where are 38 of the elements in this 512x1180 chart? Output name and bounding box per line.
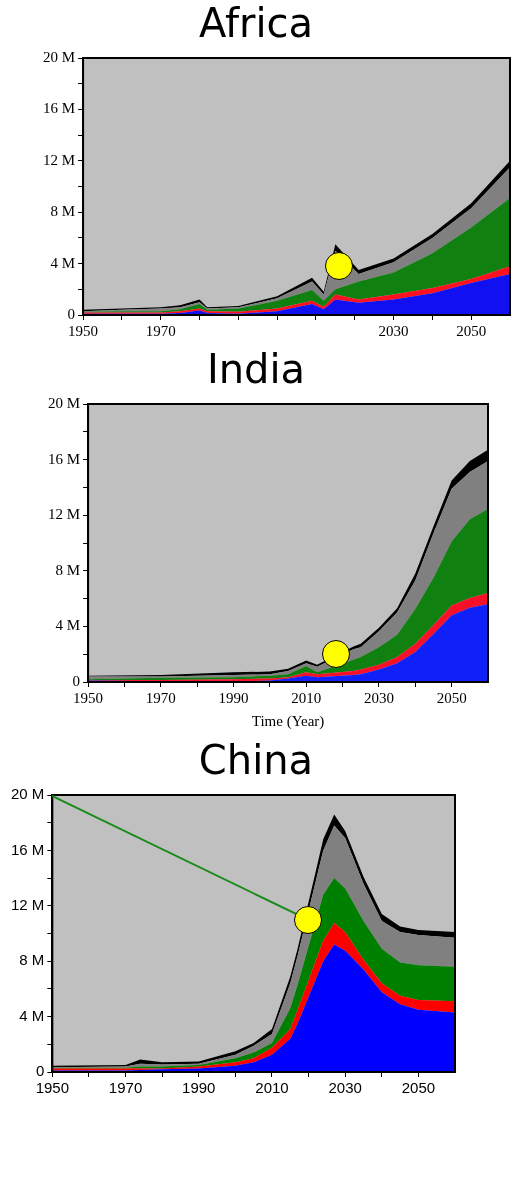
x-tick-label: 2010 [255,1079,289,1097]
y-tick-label: 12 M [42,151,76,168]
y-tick-label: 8 M [55,561,81,578]
y-tick-label: 20 M [42,48,76,65]
x-tick-label: 1990 [218,689,249,706]
x-tick-label: 2030 [363,689,394,706]
y-tick-label: 8 M [50,203,76,220]
y-tick-label: 8 M [19,951,45,969]
x-tick-label: 1970 [108,1079,143,1097]
x-tick-label: 1950 [35,1079,70,1097]
y-tick-label: 20 M [10,785,45,803]
x-axis-title: Time (Year) [251,712,325,730]
x-tick-label: 1970 [145,322,176,339]
x-tick-label: 1970 [145,689,176,706]
chart-title: China [197,737,315,783]
y-tick-label: 20 M [47,394,81,411]
x-tick-label: 2030 [328,1079,362,1097]
y-tick-label: 12 M [47,506,81,523]
y-tick-label: 16 M [42,100,76,117]
x-tick-label: 2050 [436,689,467,706]
y-tick-label: 0 [67,305,76,322]
x-tick-label: 1950 [73,689,104,706]
y-tick-label: 0 [36,1062,45,1080]
y-tick-label: 0 [72,672,81,689]
x-tick-label: 2010 [291,689,322,706]
y-tick-label: 16 M [47,450,81,467]
y-tick-label: 4 M [55,617,81,634]
x-tick-label: 1990 [182,1079,216,1097]
x-tick-label: 2050 [401,1079,436,1097]
y-tick-label: 4 M [50,254,76,271]
x-tick-label: 1950 [68,322,99,339]
x-tick-label: 2050 [456,322,487,339]
y-tick-label: 16 M [10,840,45,858]
x-tick-label: 2030 [378,322,409,339]
chart-title: India [205,346,307,392]
chart-title: Africa [197,0,315,46]
y-tick-label: 4 M [19,1006,45,1024]
y-tick-label: 12 M [10,895,45,913]
